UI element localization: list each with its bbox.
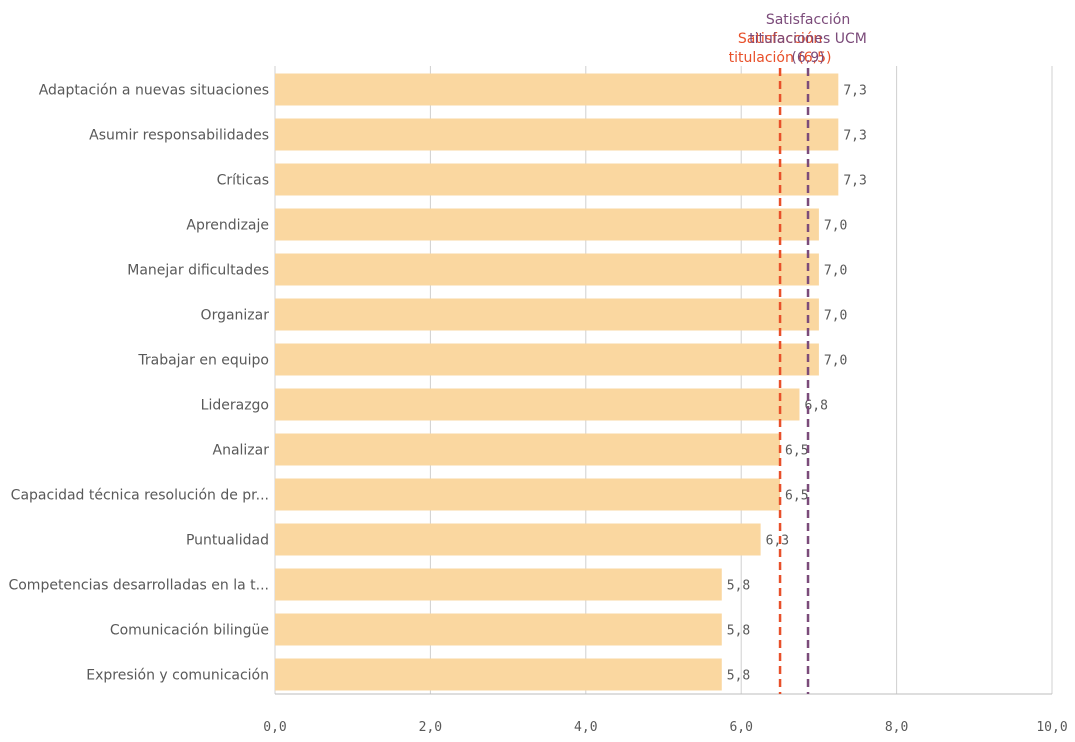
bar xyxy=(275,388,800,421)
category-label: Competencias desarrolladas en la t... xyxy=(8,578,269,594)
value-label: 7,0 xyxy=(824,354,847,369)
category-label: Trabajar en equipo xyxy=(137,353,269,369)
x-tick-label: 2,0 xyxy=(419,720,442,735)
value-label: 7,3 xyxy=(843,174,866,189)
bar xyxy=(275,208,819,241)
value-label: 6,5 xyxy=(785,489,808,504)
value-label: 7,3 xyxy=(843,84,866,99)
value-label: 6,3 xyxy=(766,534,789,549)
reference-line-label: titulaciones UCM xyxy=(749,31,867,47)
category-label: Críticas xyxy=(217,173,269,189)
reference-line-label: Satisfacción xyxy=(766,12,850,28)
bar xyxy=(275,298,819,331)
bar xyxy=(275,658,722,691)
value-label: 5,8 xyxy=(727,669,750,684)
x-tick-label: 8,0 xyxy=(885,720,908,735)
bar xyxy=(275,73,839,106)
category-label: Comunicación bilingüe xyxy=(110,623,269,639)
value-label: 7,0 xyxy=(824,264,847,279)
category-label: Liderazgo xyxy=(201,398,269,414)
category-label: Adaptación a nuevas situaciones xyxy=(39,83,269,99)
category-label: Puntualidad xyxy=(186,533,269,549)
category-label: Expresión y comunicación xyxy=(86,668,269,684)
bar xyxy=(275,343,819,376)
category-label: Manejar dificultades xyxy=(127,263,269,279)
value-label: 6,8 xyxy=(804,399,827,414)
reference-line-label: titulación (6,5) xyxy=(729,50,832,66)
category-label: Aprendizaje xyxy=(186,218,269,234)
bar xyxy=(275,568,722,601)
bar xyxy=(275,163,839,196)
reference-line-label: Satisfacción xyxy=(738,31,822,47)
value-label: 5,8 xyxy=(727,624,750,639)
x-tick-label: 10,0 xyxy=(1036,720,1067,735)
category-label: Analizar xyxy=(213,443,270,459)
bar xyxy=(275,523,761,556)
value-label: 5,8 xyxy=(727,579,750,594)
value-label: 7,3 xyxy=(843,129,866,144)
bar xyxy=(275,613,722,646)
bar xyxy=(275,433,781,466)
value-label: 6,5 xyxy=(785,444,808,459)
category-label: Organizar xyxy=(201,308,270,324)
x-tick-label: 6,0 xyxy=(729,720,752,735)
value-label: 7,0 xyxy=(824,309,847,324)
category-label: Asumir responsabilidades xyxy=(89,128,269,144)
bar xyxy=(275,253,819,286)
category-label: Capacidad técnica resolución de pr... xyxy=(11,488,269,504)
bar xyxy=(275,478,781,511)
reference-line-label: (6,9) xyxy=(791,50,824,66)
x-tick-label: 4,0 xyxy=(574,720,597,735)
value-label: 7,0 xyxy=(824,219,847,234)
x-tick-label: 0,0 xyxy=(263,720,286,735)
bar xyxy=(275,118,839,151)
